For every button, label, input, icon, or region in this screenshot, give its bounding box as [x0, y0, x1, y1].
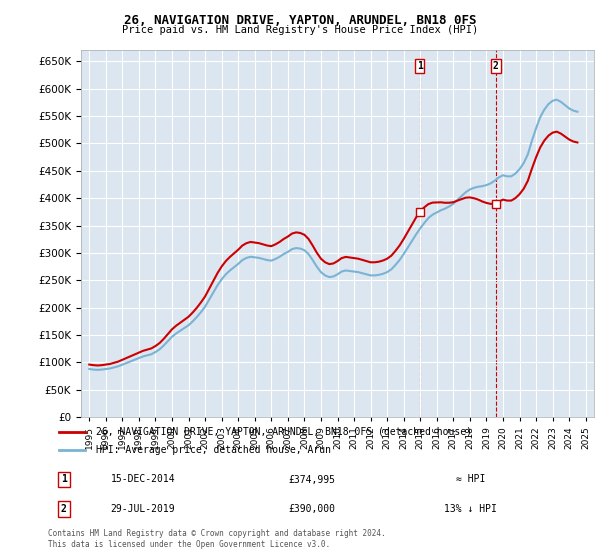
Text: Price paid vs. HM Land Registry's House Price Index (HPI): Price paid vs. HM Land Registry's House …	[122, 25, 478, 35]
Text: ≈ HPI: ≈ HPI	[456, 474, 485, 484]
Text: 13% ↓ HPI: 13% ↓ HPI	[444, 504, 497, 514]
Text: 29-JUL-2019: 29-JUL-2019	[111, 504, 175, 514]
Text: £390,000: £390,000	[289, 504, 335, 514]
Text: 1: 1	[61, 474, 67, 484]
Text: £374,995: £374,995	[289, 474, 335, 484]
Text: 15-DEC-2014: 15-DEC-2014	[111, 474, 175, 484]
Text: HPI: Average price, detached house, Arun: HPI: Average price, detached house, Arun	[95, 445, 331, 455]
Text: Contains HM Land Registry data © Crown copyright and database right 2024.: Contains HM Land Registry data © Crown c…	[48, 529, 386, 538]
Text: 26, NAVIGATION DRIVE, YAPTON, ARUNDEL, BN18 0FS (detached house): 26, NAVIGATION DRIVE, YAPTON, ARUNDEL, B…	[95, 427, 472, 437]
Text: 1: 1	[416, 62, 422, 72]
Text: 2: 2	[493, 62, 499, 72]
Text: This data is licensed under the Open Government Licence v3.0.: This data is licensed under the Open Gov…	[48, 540, 330, 549]
Text: 26, NAVIGATION DRIVE, YAPTON, ARUNDEL, BN18 0FS: 26, NAVIGATION DRIVE, YAPTON, ARUNDEL, B…	[124, 14, 476, 27]
Text: 2: 2	[61, 504, 67, 514]
